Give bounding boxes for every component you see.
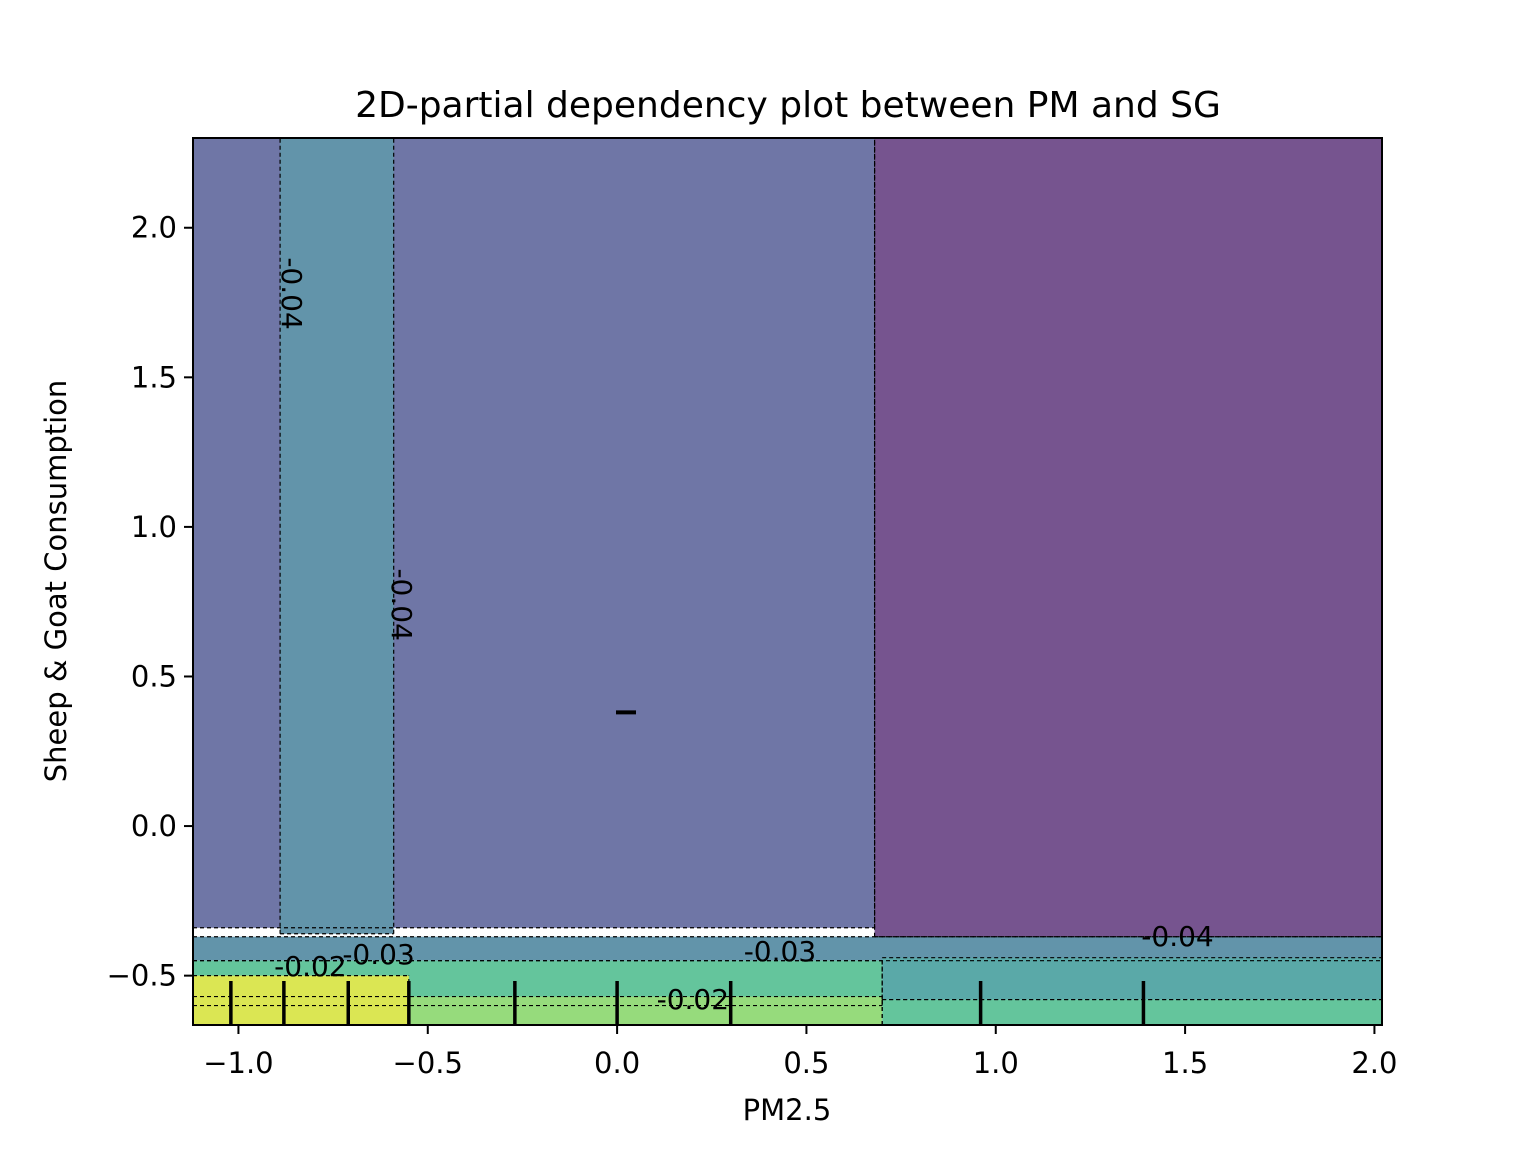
contour-region-mid-4 — [882, 957, 1382, 1000]
rug-marks — [229, 710, 1146, 1025]
y-tick-label: 1.5 — [131, 360, 177, 394]
y-tick-label: 1.0 — [131, 510, 177, 544]
x-axis-label: PM2.5 — [743, 1093, 832, 1127]
y-tick-label: −0.5 — [107, 959, 177, 993]
plot-frame — [192, 137, 1383, 1026]
contour-region-mid_dark-3 — [193, 936, 1382, 961]
contour-label: -0.04 — [385, 568, 418, 640]
contour-label: -0.04 — [1141, 920, 1213, 953]
contour-region-mid_light-6 — [882, 999, 1382, 1025]
y-tick-label: 2.0 — [131, 211, 177, 245]
contour-regions — [193, 138, 1382, 1025]
x-tick-label: 0.5 — [783, 1046, 829, 1080]
x-tick-label: −1.0 — [203, 1046, 273, 1080]
y-axis-label: Sheep & Goat Consumption — [39, 380, 73, 783]
contour-region-mid_dark-2 — [280, 138, 394, 934]
x-tick-label: 1.5 — [1162, 1046, 1208, 1080]
contour-label: -0.02 — [274, 950, 346, 983]
contour-labels: -0.04-0.04-0.04-0.03-0.03-0.02-0.02 — [274, 257, 1214, 1016]
contour-lines — [193, 138, 1382, 1025]
y-tick-label: 0.5 — [131, 659, 177, 693]
x-tick-label: 1.0 — [973, 1046, 1019, 1080]
contour-label: -0.04 — [275, 257, 308, 329]
y-tick-label: 0.0 — [131, 809, 177, 843]
plot-area: -0.04-0.04-0.04-0.03-0.03-0.02-0.02 — [193, 138, 1382, 1025]
chart-title: 2D-partial dependency plot between PM an… — [355, 85, 1221, 126]
contour-region-lightest-8 — [193, 975, 409, 1025]
x-axis-ticks: −1.0 −0.5 0.0 0.5 1.0 1.5 2.0 — [203, 1025, 1397, 1080]
y-axis-ticks: −0.5 0.0 0.5 1.0 1.5 2.0 — [107, 211, 193, 993]
x-tick-label: −0.5 — [393, 1046, 463, 1080]
contour-label: -0.03 — [744, 935, 816, 968]
x-tick-label: 2.0 — [1351, 1046, 1397, 1080]
contour-label: -0.03 — [342, 938, 414, 971]
contour-region-darkest-0 — [874, 138, 1382, 937]
contour-label: -0.02 — [657, 983, 729, 1016]
x-tick-label: 0.0 — [594, 1046, 640, 1080]
